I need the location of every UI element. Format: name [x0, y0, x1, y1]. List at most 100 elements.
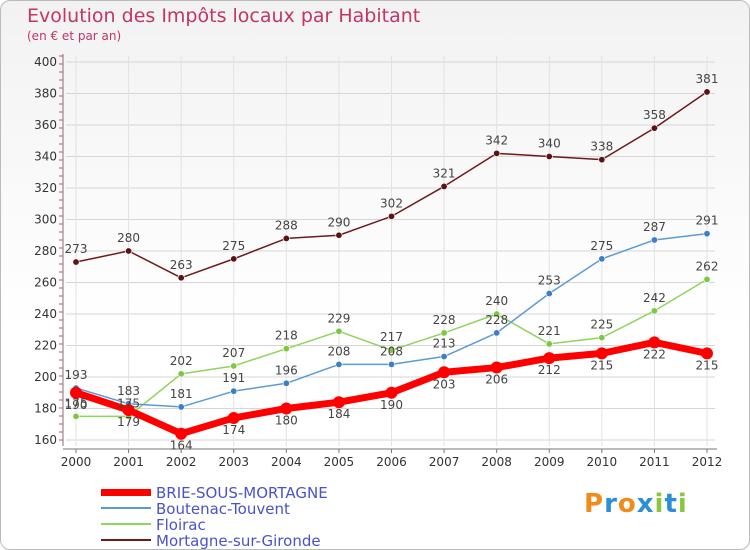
- proxiti-logo: Proxiti: [584, 489, 688, 519]
- logo-letter: o: [617, 489, 637, 519]
- data-label: 221: [538, 324, 561, 338]
- data-point: [175, 427, 188, 440]
- data-point: [490, 361, 503, 374]
- data-point: [703, 275, 711, 283]
- data-point: [598, 334, 606, 342]
- data-point: [545, 340, 553, 348]
- legend-swatch-0: [101, 488, 151, 496]
- logo-letter: t: [664, 489, 678, 519]
- data-label: 181: [170, 387, 193, 401]
- data-point: [385, 386, 398, 399]
- data-point: [493, 310, 501, 318]
- data-point: [230, 362, 238, 370]
- x-tick-label: 2002: [166, 455, 197, 469]
- data-label: 191: [222, 371, 245, 385]
- legend-swatch-1: [101, 507, 151, 509]
- data-point: [70, 386, 82, 399]
- data-label: 213: [433, 337, 456, 351]
- x-tick-label: 2010: [587, 455, 618, 469]
- data-label: 225: [590, 318, 613, 332]
- data-point: [177, 274, 185, 282]
- data-point: [280, 402, 293, 415]
- logo-letter: i: [677, 489, 688, 519]
- x-tick-label: 2004: [271, 455, 302, 469]
- data-point: [282, 345, 290, 353]
- y-tick-label: 200: [34, 370, 57, 384]
- y-axis-ticks: 160 180 200 220 240 260 280 300 320 340 360 380 400: [34, 55, 57, 447]
- data-point: [543, 352, 556, 365]
- chart-title: Evolution des Impôts locaux par Habitant: [27, 5, 421, 27]
- data-labels: 273 280 263 275 288 290 302 321 342 340 338 358 381 1…: [65, 72, 719, 453]
- data-point: [440, 329, 448, 337]
- data-label: 196: [275, 363, 298, 377]
- data-label: 240: [485, 294, 508, 308]
- legend-swatch-3: [101, 539, 151, 541]
- data-point: [332, 396, 345, 409]
- data-label: 321: [433, 166, 456, 180]
- data-point: [438, 366, 451, 379]
- y-tick-label: 300: [34, 213, 57, 227]
- data-label: 202: [170, 354, 193, 368]
- data-label: 190: [65, 398, 88, 412]
- data-point: [598, 255, 606, 263]
- data-label: 217: [380, 330, 403, 344]
- data-point: [545, 153, 553, 161]
- chart-subtitle: (en € et par an): [27, 29, 122, 43]
- data-point: [72, 412, 80, 420]
- data-label: 184: [327, 407, 350, 421]
- data-label: 340: [538, 137, 561, 151]
- data-label: 183: [117, 384, 140, 398]
- y-tick-label: 280: [34, 244, 57, 258]
- data-point: [598, 156, 606, 164]
- legend-label-2: Floirac: [156, 516, 206, 534]
- y-tick-label: 340: [34, 150, 57, 164]
- y-tick-label: 220: [34, 339, 57, 353]
- data-label: 358: [643, 108, 666, 122]
- data-label: 212: [538, 363, 561, 377]
- x-tick-label: 2000: [61, 455, 92, 469]
- x-tick-label: 2012: [692, 455, 723, 469]
- data-point: [650, 236, 658, 244]
- series-group: [70, 88, 713, 440]
- data-point: [387, 346, 395, 354]
- y-tick-label: 400: [34, 55, 57, 69]
- data-point: [282, 234, 290, 242]
- y-tick-label: 380: [34, 87, 57, 101]
- data-point: [650, 307, 658, 315]
- data-point: [230, 387, 238, 395]
- data-label: 242: [643, 291, 666, 305]
- data-label: 275: [222, 239, 245, 253]
- data-point: [122, 404, 135, 417]
- data-label: 180: [275, 414, 298, 428]
- data-label: 338: [590, 140, 613, 154]
- data-point: [335, 360, 343, 368]
- data-point: [387, 212, 395, 220]
- y-tick-label: 260: [34, 276, 57, 290]
- data-label: 222: [643, 347, 666, 361]
- data-point: [545, 290, 553, 298]
- data-point: [125, 247, 133, 255]
- data-label: 208: [380, 344, 403, 358]
- data-label: 203: [433, 377, 456, 391]
- data-point: [701, 347, 713, 360]
- grid-lines: [66, 56, 715, 446]
- x-tick-label: 2009: [534, 455, 565, 469]
- legend-label-0: BRIE-SOUS-MORTAGNE: [156, 484, 328, 502]
- data-label: 218: [275, 329, 298, 343]
- x-tick-label: 2007: [429, 455, 460, 469]
- x-tick-label: 2003: [218, 455, 249, 469]
- data-point: [230, 255, 238, 263]
- data-label: 381: [696, 72, 719, 86]
- data-point: [703, 230, 711, 238]
- data-point: [177, 370, 185, 378]
- data-point: [440, 182, 448, 190]
- logo-letter: P: [584, 489, 605, 519]
- data-label: 280: [117, 231, 140, 245]
- data-label: 275: [590, 239, 613, 253]
- data-label: 164: [170, 439, 193, 453]
- data-point: [595, 347, 608, 360]
- data-label: 208: [327, 344, 350, 358]
- data-label: 291: [696, 214, 719, 228]
